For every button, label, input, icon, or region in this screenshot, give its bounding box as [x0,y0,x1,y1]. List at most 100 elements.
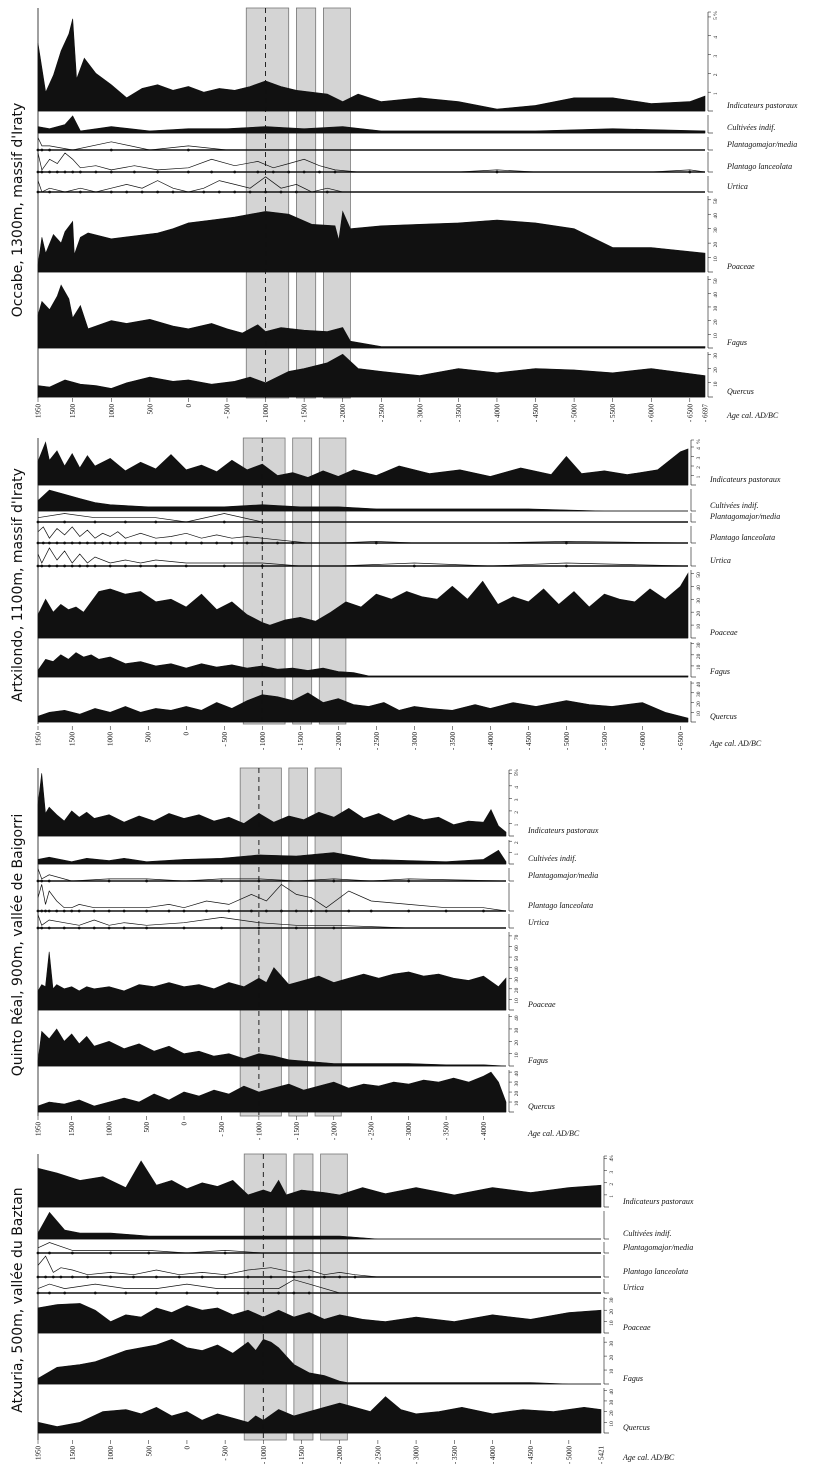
panel-3-series-quercus-scale-label-4: 40 [514,1071,520,1077]
panel-1-x-tick-label-12: - 3500 [455,404,463,423]
panel-1-x-tick-label-14: - 4500 [532,404,540,423]
panel-1-series-plantagomajor-media [37,137,705,151]
panel-3-x-tick-label-2: 1500 [68,1122,76,1137]
panel-2-x-tick-label-15: - 5000 [563,732,571,751]
panel-3-x-tick-label-12: - 3500 [443,1122,451,1141]
panel-2-series-plantago-lanceolata [37,526,689,544]
panel-3-series-plantago-lanceolata-label: Plantago lanceolata [527,901,593,910]
panel-3-series-fagus-scale-label-4: 40 [514,1015,520,1021]
panel-4-x-tick-label-9: - 2000 [336,1446,344,1465]
panel-3-quinto-r-al-900m-vall-e-de-baigorri: 1 2 3 4 5% Indicateurs pastoraux 1 2 Cultivées i… [10,767,599,1141]
panel-4-series-plantagomajor-media [37,1242,601,1254]
panel-2-series-fagus [37,652,689,678]
panel-1-x-axis-label: Age cal. AD/BC [726,411,779,420]
panel-1-series-cultiv-es-indif-label: Cultivées indif. [727,123,775,132]
panel-4-series-quercus [37,1396,602,1434]
panel-3-series-cultiv-es-indif-label: Cultivées indif. [528,854,576,863]
panel-1-series-plantago-lanceolata [37,152,706,173]
panel-3-x-tick-label-13: - 4000 [480,1122,488,1141]
panel-2-series-plantago-lanceolata-label: Plantago lanceolata [709,533,775,542]
panel-4-series-quercus-scale-label-2: 20 [609,1410,615,1416]
panel-4-x-tick-label-15: - 5000 [565,1446,573,1465]
panel-3-x-tick-label-5: 0 [181,1122,189,1126]
panel-3-x-tick-label-10: - 2500 [368,1122,376,1141]
panel-1-x-tick-label-1: 1950 [35,404,43,419]
panel-3-series-poaceae [37,951,507,1011]
panel-2-series-poaceae-scale-label-3: 30 [696,598,702,604]
panel-2-x-tick-label-3: 1000 [107,732,115,747]
panel-2-series-cultiv-es-indif-label: Cultivées indif. [710,501,758,510]
panel-3-x-tick-label-4: 500 [143,1122,151,1133]
panel-4-x-tick-label-5: 0 [183,1446,191,1450]
panel-3-series-quercus [37,1071,507,1113]
panel-2-series-indicateurs-pastoraux [37,441,689,486]
panel-2-series-poaceae-scale-label-2: 20 [696,611,702,617]
panel-1-series-indicateurs-pastoraux-scale-label-6: % [713,11,719,16]
panel-4-series-quercus-scale-label-1: 10 [609,1421,615,1427]
panel-4-series-fagus-scale-label-1: 10 [609,1369,615,1375]
panel-4-x-tick-label-7: - 1000 [260,1446,268,1465]
panel-4-series-fagus-scale-label-2: 20 [609,1355,615,1361]
panel-3-shaded-interval-2 [288,767,308,1117]
panel-4-title: Atxuria, 500m, vallée du Baztan [10,1187,26,1412]
panel-2-series-indicateurs-pastoraux-label: Indicateurs pastoraux [709,475,781,484]
panel-1-series-fagus [37,284,706,349]
panel-2-series-quercus-label: Quercus [710,712,737,721]
panel-3-series-poaceae-scale-label-4: 40 [514,966,520,972]
panel-3-series-plantago-lanceolata [37,883,507,912]
panel-4-x-tick-label-6: - 500 [222,1446,230,1461]
panel-3-x-axis-label: Age cal. AD/BC [527,1129,580,1138]
panel-1-series-urtica-label: Urtica [727,182,748,191]
panel-4-x-end-label: - 5421 [598,1446,606,1465]
panel-2-series-indicateurs-pastoraux-scale-label-4: 4 [696,447,702,450]
panel-2-artxilondo-1100m-massif-d-iraty: 1 2 3 4% Indicateurs pastoraux Cultivées indi… [10,437,781,751]
panel-4-series-indicateurs-pastoraux-scale-label-2: 2 [609,1183,615,1186]
panel-1-series-plantago-lanceolata-label: Plantago lanceolata [726,162,792,171]
panel-3-x-tick-label-1: 1950 [35,1122,43,1137]
panel-3-series-poaceae-label: Poaceae [527,1000,556,1009]
panel-2-x-tick-label-10: - 2500 [373,732,381,751]
panel-2-series-poaceae-scale-label-4: 40 [696,585,702,591]
panel-3-series-urtica [37,914,506,929]
panel-2-series-urtica [37,547,689,567]
panel-1-x-tick-label-15: - 5000 [571,404,579,423]
panel-4-series-plantago-lanceolata [37,1255,601,1278]
panel-1-x-tick-label-8: - 1500 [301,404,309,423]
panel-1-series-poaceae-scale-label-5: 50 [713,198,719,204]
panel-4-series-poaceae-scale-label-2: 20 [609,1309,615,1315]
panel-3-series-urtica-label: Urtica [528,918,549,927]
panel-2-series-indicateurs-pastoraux-scale-label-2: 2 [696,466,702,469]
panel-1-series-cultiv-es-indif [37,115,706,134]
panel-1-series-quercus [37,353,706,398]
panel-3-series-quercus-label: Quercus [528,1102,555,1111]
panel-4-series-indicateurs-pastoraux-scale-label-4: 4 [609,1158,615,1161]
panel-2-series-fagus-label: Fagus [709,667,730,676]
panel-1-series-fagus-scale-label-1: 10 [713,333,719,339]
panel-2-series-indicateurs-pastoraux-scale-label-5: % [696,439,702,444]
panel-2-series-quercus-scale-label-2: 20 [696,701,702,707]
panel-2-series-quercus-scale-label-4: 40 [696,682,702,688]
panel-4-x-axis-label: Age cal. AD/BC [622,1453,675,1462]
panel-4-x-tick-label-8: - 1500 [298,1446,306,1465]
panel-1-series-fagus-scale-label-5: 50 [713,278,719,284]
panel-1-x-tick-label-7: - 1000 [262,404,270,423]
panel-2-series-fagus-scale-label-1: 10 [696,664,702,670]
panel-1-series-fagus-label: Fagus [726,338,747,347]
panel-4-x-tick-label-2: 1500 [69,1446,77,1461]
panel-4-series-indicateurs-pastoraux-scale-label-3: 3 [609,1171,615,1174]
panel-3-series-cultiv-es-indif-scale-label-2: 2 [514,841,520,844]
panel-4-x-tick-label-11: - 3000 [413,1446,421,1465]
panel-1-series-poaceae-scale-label-2: 20 [713,242,719,248]
panel-1-occabe-1300m-massif-d-iraty: 1 2 3 4 5% Indicateurs pastoraux Cultivées ind… [10,7,798,423]
panel-4-x-tick-label-12: - 3500 [451,1446,459,1465]
panel-1-series-urtica [37,176,705,193]
panel-2-x-tick-label-5: 0 [183,732,191,736]
panel-4-x-tick-label-1: 1950 [35,1446,43,1461]
panel-1-series-indicateurs-pastoraux-scale-label-3: 3 [713,54,719,57]
panel-3-x-tick-label-6: - 500 [218,1122,226,1137]
panel-2-x-tick-label-17: - 6000 [639,732,647,751]
panel-3-series-poaceae-scale-label-3: 30 [514,977,520,983]
panel-4-series-poaceae-scale-label-1: 10 [609,1320,615,1326]
panel-3-series-fagus-scale-label-2: 20 [514,1040,520,1046]
panel-1-title: Occabe, 1300m, massif d'Iraty [10,103,26,318]
